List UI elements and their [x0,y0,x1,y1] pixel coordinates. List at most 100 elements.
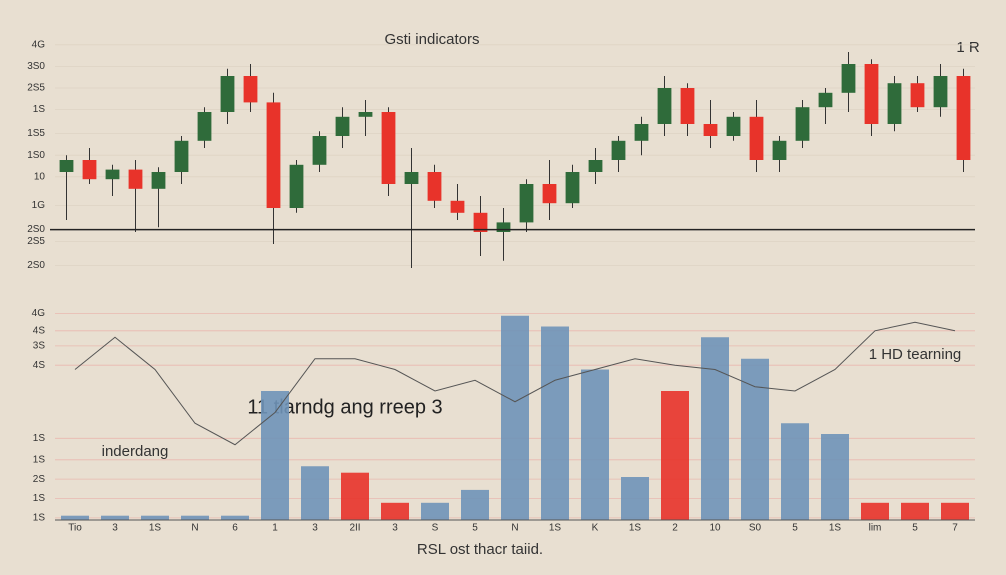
y-tick-label: 1G [32,200,46,211]
bar [261,391,289,520]
y-tick-label: 4S [33,360,46,371]
candle-body [473,212,488,232]
candle-body [243,76,258,103]
x-tick-label: S [432,523,439,534]
x-tick-label: S0 [749,523,762,534]
candle-body [772,140,787,160]
candle-body [59,160,74,172]
bar [301,466,329,520]
bar [861,502,889,520]
bar [221,515,249,520]
bar [941,502,969,520]
bar [781,423,809,520]
y-tick-label: 1S [33,493,46,504]
bar [141,515,169,520]
bar [461,489,489,520]
candle-body [174,140,189,172]
candle-body [611,140,626,160]
candle-body [956,76,971,160]
candle-body [450,200,465,213]
annotation: inderdang [102,443,169,460]
candle-body [910,83,925,108]
candle-body [634,124,649,141]
x-tick-label: 3 [312,523,318,534]
bar [901,502,929,520]
candle-body [128,169,143,189]
candle-body [887,83,902,124]
x-tick-label: 1S [149,523,162,534]
line-series [74,321,956,446]
candle-body [818,92,833,108]
x-tick-label: 6 [232,523,238,534]
y-tick-label: 4S [33,325,46,336]
bar [621,477,649,520]
bar [501,315,529,520]
candle-body [519,184,534,223]
x-tick-label: 5 [472,523,478,534]
bar [101,515,129,520]
y-tick-label: 4G [32,308,46,319]
bar [701,337,729,520]
candle-body [82,160,97,180]
bar [821,434,849,520]
x-tick-label: N [191,523,198,534]
chart-title: Gsti indicators [384,31,479,48]
x-tick-label: 7 [952,523,958,534]
y-tick-label: 1S0 [27,150,45,161]
x-tick-label: 1S [829,523,842,534]
bar [341,472,369,520]
candle-body [266,102,281,208]
candle-body [657,88,672,124]
bar [741,358,769,520]
candle-body [105,169,120,180]
y-tick-label: 1S [33,512,46,523]
x-tick-label: 5 [792,523,798,534]
bar [181,515,209,520]
bar [381,502,409,520]
x-tick-label: 3 [112,523,118,534]
candle-body [427,172,442,201]
annotation: 1 R [956,39,980,56]
x-axis-label: RSL ost thacr taiid. [417,541,543,558]
candle-body [197,112,212,141]
x-tick-label: 10 [709,523,721,534]
y-tick-label: 1S5 [27,128,45,139]
candle-body [542,184,557,204]
bar [581,369,609,520]
y-tick-label: 10 [34,171,46,182]
candle-body [933,76,948,108]
x-tick-label: 1S [549,523,562,534]
x-tick-label: 2II [349,523,360,534]
x-tick-label: lim [869,523,882,534]
candle-body [680,88,695,124]
candle-body [795,107,810,141]
x-tick-label: 2 [672,523,678,534]
y-tick-label: 3S [33,340,46,351]
candle-body [381,112,396,184]
y-tick-label: 4G [32,39,46,50]
x-tick-label: 1S [629,523,642,534]
candle-body [864,64,879,124]
candle-body [289,164,304,208]
bar [61,515,89,520]
annotation: 11 tlarndg ang rreep 3 [247,396,442,418]
candle-body [335,116,350,136]
y-tick-label: 2S0 [27,224,45,235]
y-tick-label: 1S [33,433,46,444]
candle-body [496,222,511,232]
x-tick-label: 3 [392,523,398,534]
x-tick-label: K [592,523,599,534]
y-tick-label: 2S [33,474,46,485]
annotation: 1 HD tearning [869,346,962,363]
candle-body [588,160,603,172]
candle-body [841,64,856,93]
x-tick-label: N [511,523,518,534]
bar [541,326,569,520]
candle-body [749,116,764,160]
candle-body [404,172,419,184]
candle-body [726,116,741,136]
y-tick-label: 3S0 [27,61,45,72]
y-tick-label: 2S5 [27,83,45,94]
x-tick-label: Tio [68,523,82,534]
